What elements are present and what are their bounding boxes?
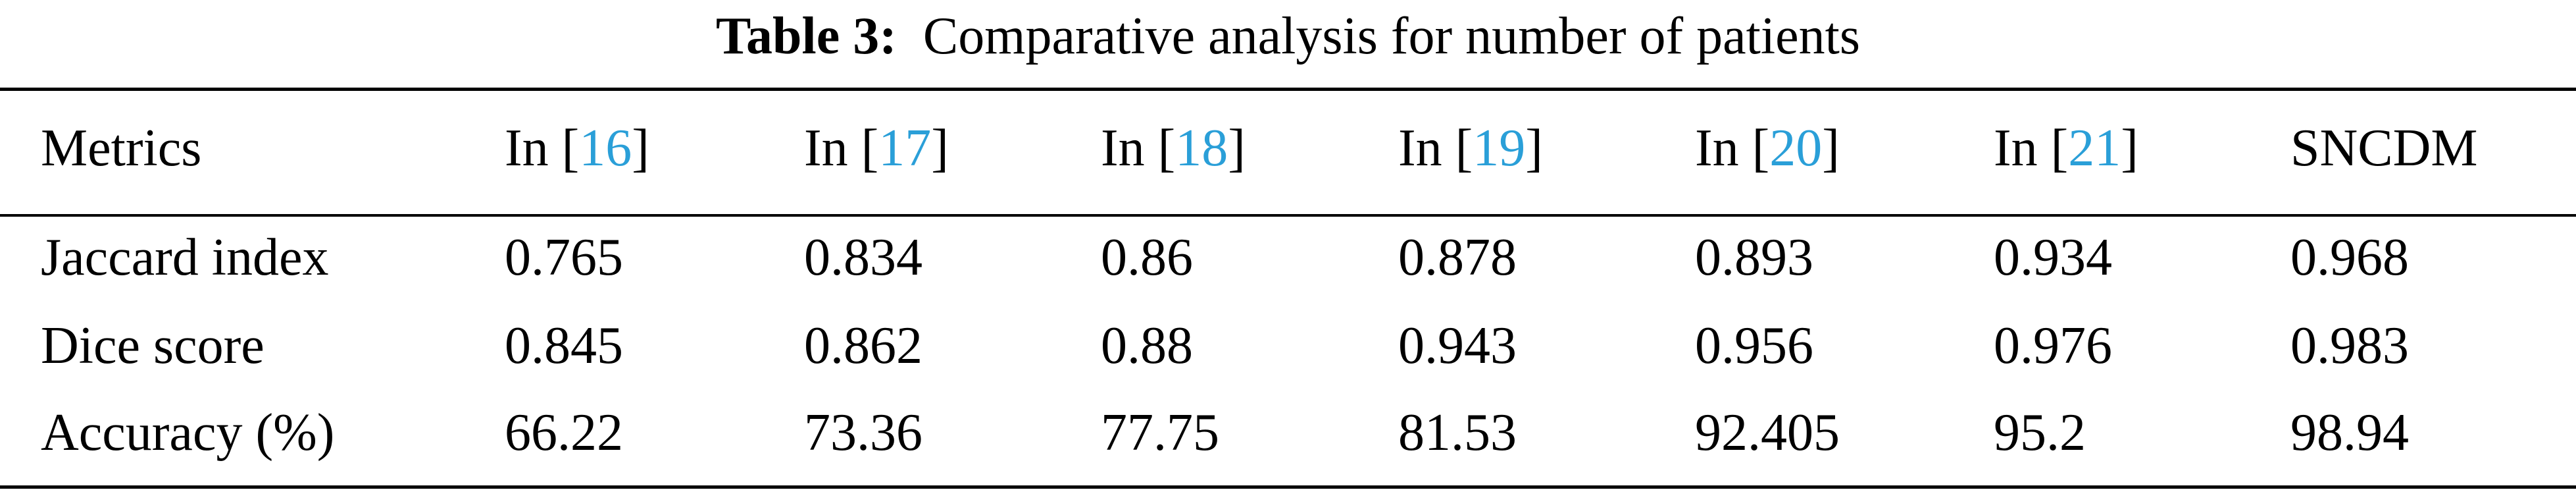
citation-link-17[interactable]: 17 [878, 119, 932, 177]
table-cell: 0.934 [1994, 229, 2112, 287]
table-cell: 0.86 [1101, 229, 1193, 287]
table-row: Dice score 0.845 0.862 0.88 0.943 0.956 … [0, 310, 2576, 382]
header-col-ref-21: In [21] [1994, 112, 2138, 184]
header-proposed-method: SNCDM [2290, 119, 2478, 177]
header-col-suffix: ] [632, 119, 649, 177]
row-metric-label: Accuracy (%) [41, 404, 335, 462]
citation-link-20[interactable]: 20 [1769, 119, 1823, 177]
table-row: Accuracy (%) 66.22 73.36 77.75 81.53 92.… [0, 396, 2576, 469]
table-cell: 0.956 [1695, 317, 1813, 375]
table-header-row: Metrics In [16] In [17] In [18] In [19] … [0, 112, 2576, 184]
table-cell: 95.2 [1994, 404, 2086, 462]
table-bottom-rule [0, 485, 2576, 489]
table-cell: 0.893 [1695, 229, 1813, 287]
header-col-ref-17: In [17] [804, 112, 949, 184]
table-cell: 98.94 [2290, 404, 2409, 462]
table-header-rule [0, 214, 2576, 217]
citation-link-19[interactable]: 19 [1473, 119, 1526, 177]
citation-link-16[interactable]: 16 [579, 119, 632, 177]
header-col-ref-19: In [19] [1398, 112, 1543, 184]
header-col-prefix: In [ [1695, 119, 1770, 177]
table-cell: 77.75 [1101, 404, 1219, 462]
table-cell: 66.22 [505, 404, 623, 462]
table-cell: 0.765 [505, 229, 623, 287]
header-col-suffix: ] [2121, 119, 2138, 177]
table-cell: 92.405 [1695, 404, 1840, 462]
table-cell: 0.968 [2290, 229, 2409, 287]
header-col-ref-20: In [20] [1695, 112, 1840, 184]
header-col-prefix: In [ [505, 119, 580, 177]
table-cell: 0.943 [1398, 317, 1517, 375]
header-col-suffix: ] [1525, 119, 1543, 177]
table-cell: 81.53 [1398, 404, 1517, 462]
table-cell: 0.834 [804, 229, 922, 287]
table-top-rule [0, 88, 2576, 91]
row-metric-label: Dice score [41, 317, 265, 375]
header-col-prefix: In [ [1994, 119, 2069, 177]
citation-link-18[interactable]: 18 [1175, 119, 1228, 177]
table-cell: 0.862 [804, 317, 922, 375]
header-col-suffix: ] [1228, 119, 1246, 177]
header-col-suffix: ] [1822, 119, 1840, 177]
table-cell: 0.983 [2290, 317, 2409, 375]
table-row: Jaccard index 0.765 0.834 0.86 0.878 0.8… [0, 221, 2576, 294]
table-caption: Table 3: Comparative analysis for number… [0, 0, 2576, 72]
table-caption-text: Comparative analysis for number of patie… [922, 7, 1860, 65]
header-col-prefix: In [ [804, 119, 879, 177]
header-col-ref-16: In [16] [505, 112, 649, 184]
table-cell: 0.88 [1101, 317, 1193, 375]
header-col-suffix: ] [931, 119, 949, 177]
table-cell: 0.845 [505, 317, 623, 375]
row-metric-label: Jaccard index [41, 229, 329, 287]
table-cell: 73.36 [804, 404, 922, 462]
table-cell: 0.878 [1398, 229, 1517, 287]
header-metrics: Metrics [41, 119, 202, 177]
table-caption-label: Table 3: [716, 7, 897, 65]
header-col-prefix: In [ [1398, 119, 1473, 177]
header-col-prefix: In [ [1101, 119, 1176, 177]
header-col-ref-18: In [18] [1101, 112, 1246, 184]
citation-link-21[interactable]: 21 [2068, 119, 2121, 177]
table-cell: 0.976 [1994, 317, 2112, 375]
